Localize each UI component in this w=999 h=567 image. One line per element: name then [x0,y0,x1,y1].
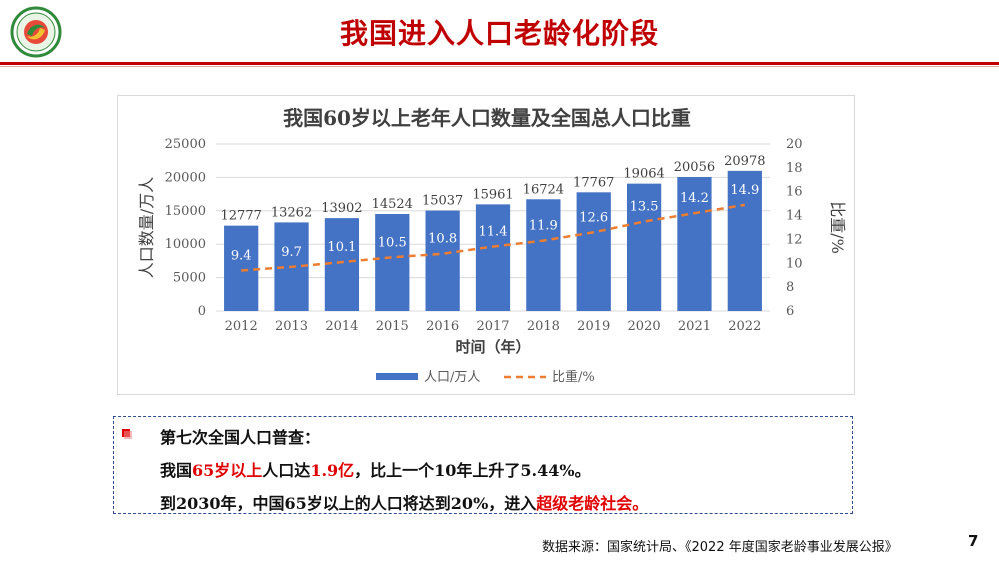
bar [677,177,712,311]
bar [475,204,511,311]
y2-tick-label: 12 [786,232,803,247]
x-tick-label: 2013 [275,319,308,334]
ratio-data-label: 12.6 [579,210,608,225]
x-tick-label: 2019 [577,319,610,334]
y-tick-label: 25000 [165,137,206,152]
bar [526,199,561,311]
bar [375,213,410,311]
y-axis-label: 人口数量/万人 [137,177,156,278]
bar-value-label: 13262 [271,205,312,220]
info-heading: 第七次全国人口普查： [160,428,321,447]
x-tick-label: 2014 [325,319,358,334]
x-axis-label: 时间（年） [455,338,530,356]
legend-label-line: 比重/% [552,369,595,385]
y-tick-label: 10000 [165,237,206,252]
y-tick-label: 15000 [165,204,206,219]
legend-swatch-bar [376,373,418,380]
ratio-data-label: 10.1 [327,240,356,255]
y2-tick-label: 8 [786,280,794,295]
bar-value-label: 20978 [724,154,765,169]
highlight-super-aged: 超级老龄社会。 [536,494,649,513]
info-line-forecast: 到2030年，中国65岁以上的人口将达到20%，进入超级老龄社会。 [160,494,649,513]
bar [324,218,360,311]
y2-tick-label: 6 [786,304,794,319]
y2-tick-label: 18 [786,161,803,176]
ratio-data-label: 14.2 [680,191,709,206]
legend-label-bar: 人口/万人 [424,370,480,385]
bar-value-label: 14524 [372,197,413,212]
x-tick-label: 2020 [628,319,661,334]
bar-value-label: 13902 [321,201,362,216]
y2-tick-label: 16 [786,185,803,200]
bar-value-label: 16724 [523,182,564,197]
x-tick-label: 2018 [527,319,560,334]
y2-axis-label: 比重/% [828,201,847,254]
bar [576,192,611,311]
bar-value-label: 15037 [422,194,463,209]
chart-title: 我国60岁以上老年人口数量及全国总人口比重 [283,106,691,130]
bar-value-label: 12777 [221,209,262,224]
bar-value-label: 20056 [674,160,715,175]
x-tick-label: 2021 [678,319,711,334]
ratio-data-label: 10.8 [428,232,457,247]
ratio-data-label: 9.4 [231,248,252,263]
bullet-icon [122,429,132,439]
info-line-population: 我国65岁以上人口达1.9亿，比上一个10年上升了5.44%。 [160,461,591,480]
bar [425,210,460,311]
bar [626,183,662,311]
x-tick-label: 2015 [376,319,409,334]
bar-value-label: 15961 [472,187,513,202]
bar [224,225,259,311]
ratio-line [241,203,746,272]
y-tick-label: 0 [198,304,206,319]
x-tick-label: 2012 [225,319,258,334]
ratio-data-label: 14.9 [730,183,759,198]
highlight-age: 65岁以上 [192,461,263,480]
bar [727,170,762,311]
ratio-data-label: 10.5 [378,235,407,250]
chart-panel: 我国60岁以上老年人口数量及全国总人口比重 0 5000 10000 15000 2000… [117,95,855,395]
page-title: 我国进入人口老龄化阶段 [339,17,659,50]
y-tick-label: 20000 [165,170,206,185]
ratio-data-label: 13.5 [630,200,659,215]
census-info-box: 第七次全国人口普查： 我国65岁以上人口达1.9亿，比上一个10年上升了5.44… [113,416,853,514]
title-divider [0,62,999,65]
x-tick-label: 2017 [476,319,509,334]
x-tick-label: 2022 [728,319,761,334]
highlight-count: 1.9亿 [310,461,355,480]
title-divider-thin [0,66,999,67]
y-tick-label: 5000 [173,271,206,286]
ratio-data-label: 11.9 [529,219,558,234]
bar-value-label: 17767 [573,175,614,190]
logo-emblem [10,6,62,58]
ratio-data-label: 9.7 [281,245,302,260]
x-tick-label: 2016 [426,319,459,334]
page-number: 7 [968,532,979,550]
y2-tick-label: 10 [786,256,803,271]
combo-chart: 我国60岁以上老年人口数量及全国总人口比重 0 5000 10000 15000 2000… [137,106,847,385]
bar-value-label: 19064 [623,167,664,182]
data-source-note: 数据来源：国家统计局、《2022 年度国家老龄事业发展公报》 [542,540,898,555]
y2-tick-label: 14 [786,209,803,224]
ratio-data-label: 11.4 [479,225,508,240]
y2-tick-label: 20 [786,137,803,152]
